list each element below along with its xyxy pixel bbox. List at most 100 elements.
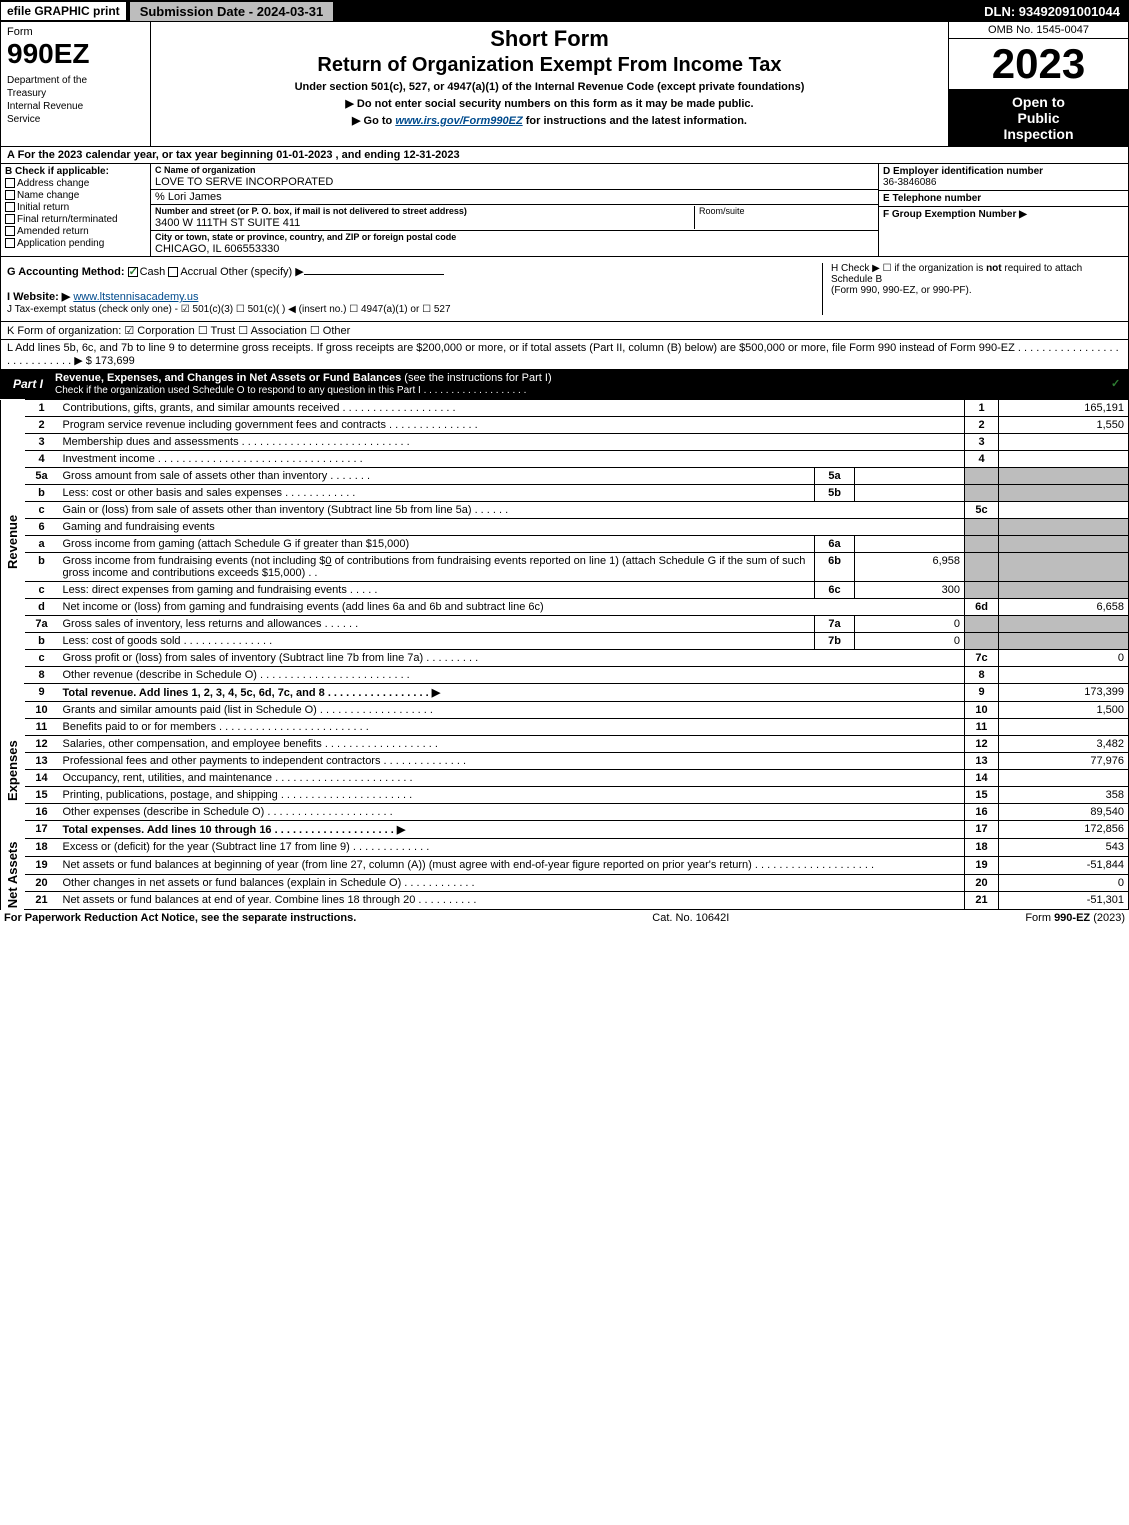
efile-print-label[interactable]: efile GRAPHIC print [1, 2, 126, 20]
care-of: % Lori James [155, 191, 222, 203]
part1-label: Part I [1, 373, 55, 395]
dept-label: Department of theTreasuryInternal Revenu… [7, 74, 144, 126]
chk-cash[interactable] [128, 267, 138, 277]
city-row: City or town, state or province, country… [151, 231, 878, 256]
line-19: 19 Net assets or fund balances at beginn… [1, 856, 1129, 874]
ein: 36-3846086 [883, 177, 936, 188]
warn2-post: for instructions and the latest informat… [523, 115, 747, 127]
main-title: Return of Organization Exempt From Incom… [159, 54, 940, 77]
h-text3: (Form 990, 990-EZ, or 990-PF). [831, 285, 972, 296]
i-label: I Website: ▶ [7, 291, 70, 303]
h-text1: H Check ▶ ☐ if the organization is [831, 263, 986, 274]
section-bcdef: B Check if applicable: Address change Na… [0, 164, 1129, 257]
page-footer: For Paperwork Reduction Act Notice, see … [0, 910, 1129, 926]
open2: Public [953, 110, 1124, 126]
line-18: Net Assets 18 Excess or (deficit) for th… [1, 839, 1129, 857]
chk-amended-return[interactable]: Amended return [5, 226, 146, 237]
chk-final-return[interactable]: Final return/terminated [5, 214, 146, 225]
section-d: D Employer identification number 36-3846… [879, 164, 1128, 191]
line-16: 16 Other expenses (describe in Schedule … [1, 804, 1129, 821]
care-of-row: % Lori James [151, 190, 878, 205]
room-label: Room/suite [694, 206, 874, 229]
line-4: 4 Investment income . . . . . . . . . . … [1, 451, 1129, 468]
open-public-badge: Open to Public Inspection [949, 90, 1128, 146]
warn-goto: ▶ Go to www.irs.gov/Form990EZ for instru… [159, 114, 940, 127]
form-header: Form 990EZ Department of theTreasuryInte… [0, 22, 1129, 147]
ein-label: D Employer identification number [883, 166, 1043, 177]
j-text: J Tax-exempt status (check only one) - ☑… [7, 304, 451, 315]
l-text: L Add lines 5b, 6c, and 7b to line 9 to … [7, 342, 1119, 367]
street: 3400 W 111TH ST SUITE 411 [155, 217, 300, 229]
chk-accrual[interactable] [168, 267, 178, 277]
side-netassets: Net Assets [1, 839, 25, 910]
section-e: E Telephone number [879, 191, 1128, 207]
phone-label: E Telephone number [883, 193, 981, 204]
org-name-label: C Name of organization [155, 165, 256, 175]
section-c: C Name of organization LOVE TO SERVE INC… [151, 164, 878, 256]
line-6d: d Net income or (loss) from gaming and f… [1, 599, 1129, 616]
line-12: 12 Salaries, other compensation, and emp… [1, 736, 1129, 753]
line-8: 8 Other revenue (describe in Schedule O)… [1, 667, 1129, 684]
section-f: F Group Exemption Number ▶ [879, 207, 1128, 256]
header-right: OMB No. 1545-0047 2023 Open to Public In… [948, 22, 1128, 146]
warn-ssn: ▶ Do not enter social security numbers o… [159, 97, 940, 110]
submission-date: Submission Date - 2024-03-31 [130, 2, 334, 21]
open3: Inspection [953, 126, 1124, 142]
line-1: Revenue 1 Contributions, gifts, grants, … [1, 400, 1129, 417]
section-gh: G Accounting Method: Cash Accrual Other … [0, 257, 1129, 322]
line-6c: c Less: direct expenses from gaming and … [1, 582, 1129, 599]
form-number: 990EZ [7, 40, 144, 68]
section-def: D Employer identification number 36-3846… [878, 164, 1128, 256]
part1-header: Part I Revenue, Expenses, and Changes in… [0, 370, 1129, 399]
irs-link[interactable]: www.irs.gov/Form990EZ [395, 115, 522, 127]
chk-initial-return[interactable]: Initial return [5, 202, 146, 213]
line-2: 2 Program service revenue including gove… [1, 417, 1129, 434]
other-label: Other (specify) ▶ [220, 266, 304, 278]
form-label: Form [7, 26, 144, 38]
paperwork-notice: For Paperwork Reduction Act Notice, see … [4, 912, 356, 924]
line-6a: a Gross income from gaming (attach Sched… [1, 536, 1129, 553]
omb-number: OMB No. 1545-0047 [949, 22, 1128, 39]
accrual-label: Accrual [180, 266, 217, 278]
city: CHICAGO, IL 606553330 [155, 243, 279, 255]
chk-application-pending[interactable]: Application pending [5, 238, 146, 249]
warn2-pre: ▶ Go to [352, 115, 395, 127]
line-7c: c Gross profit or (loss) from sales of i… [1, 650, 1129, 667]
header-left: Form 990EZ Department of theTreasuryInte… [1, 22, 151, 146]
group-exemption-label: F Group Exemption Number ▶ [883, 209, 1027, 220]
line-5b: b Less: cost or other basis and sales ex… [1, 485, 1129, 502]
line-20: 20 Other changes in net assets or fund b… [1, 874, 1129, 892]
section-h: H Check ▶ ☐ if the organization is not r… [822, 263, 1122, 315]
k-text: K Form of organization: ☑ Corporation ☐ … [7, 325, 350, 337]
section-a-text: A For the 2023 calendar year, or tax yea… [7, 149, 460, 161]
street-label: Number and street (or P. O. box, if mail… [155, 206, 467, 216]
lines-table: Revenue 1 Contributions, gifts, grants, … [0, 399, 1129, 910]
chk-name-change[interactable]: Name change [5, 190, 146, 201]
open1: Open to [953, 94, 1124, 110]
header-center: Short Form Return of Organization Exempt… [151, 22, 948, 146]
line-13: 13 Professional fees and other payments … [1, 753, 1129, 770]
side-expenses: Expenses [1, 702, 25, 839]
section-b-head: B Check if applicable: [5, 166, 109, 177]
section-g: G Accounting Method: Cash Accrual Other … [7, 263, 822, 315]
line-6b: b Gross income from fundraising events (… [1, 553, 1129, 582]
dln-label: DLN: 93492091001044 [976, 2, 1128, 21]
org-name-row: C Name of organization LOVE TO SERVE INC… [151, 164, 878, 190]
form-ref: Form 990-EZ (2023) [1025, 912, 1125, 924]
other-input[interactable] [304, 263, 444, 275]
line-10: Expenses 10 Grants and similar amounts p… [1, 702, 1129, 719]
line-5a: 5a Gross amount from sale of assets othe… [1, 468, 1129, 485]
line-9: 9 Total revenue. Add lines 1, 2, 3, 4, 5… [1, 684, 1129, 702]
line-5c: c Gain or (loss) from sale of assets oth… [1, 502, 1129, 519]
website-link[interactable]: www.ltstennisacademy.us [73, 291, 198, 303]
tax-year: 2023 [949, 39, 1128, 90]
h-not: not [986, 263, 1002, 274]
line-7b: b Less: cost of goods sold . . . . . . .… [1, 633, 1129, 650]
line-6: 6 Gaming and fundraising events [1, 519, 1129, 536]
chk-address-change[interactable]: Address change [5, 178, 146, 189]
l-amount: 173,699 [95, 355, 135, 367]
chk-sched-o[interactable] [1110, 378, 1122, 390]
street-row: Number and street (or P. O. box, if mail… [151, 205, 878, 231]
top-bar: efile GRAPHIC print Submission Date - 20… [0, 0, 1129, 22]
line-14: 14 Occupancy, rent, utilities, and maint… [1, 770, 1129, 787]
